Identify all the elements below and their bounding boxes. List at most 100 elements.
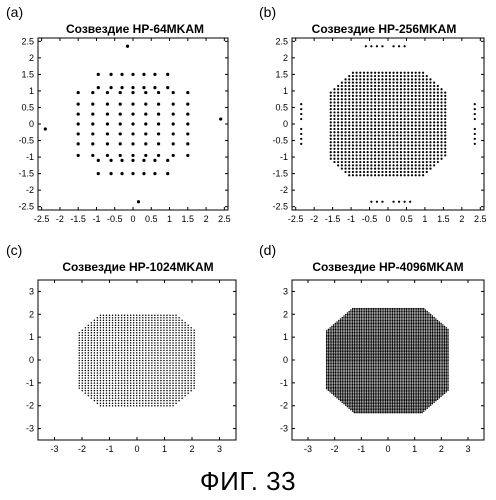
constellation-point [350,331,352,334]
constellation-point [357,370,359,372]
constellation-point [348,81,351,84]
constellation-point [353,405,356,408]
constellation-point [329,341,331,344]
constellation-point [358,393,361,396]
constellation-point [358,312,361,314]
constellation-point [364,411,366,414]
constellation-point [360,325,363,328]
constellation-point [351,355,354,357]
constellation-point [386,331,389,334]
constellation-point [351,408,354,411]
constellation-point [357,379,359,381]
constellation-point [350,352,352,354]
constellation-point [370,358,373,360]
constellation-point [386,356,389,359]
constellation-point [336,395,338,397]
constellation-point [343,392,345,395]
constellation-point [340,167,343,170]
constellation-point [353,382,356,384]
constellation-point [346,373,349,375]
constellation-point [367,395,370,397]
constellation-point [333,160,336,164]
constellation-point [383,343,385,345]
constellation-point [364,347,366,350]
constellation-point [340,151,343,154]
constellation-point [91,142,95,146]
constellation-point [327,370,330,372]
constellation-point [357,374,359,377]
constellation-point [337,154,340,157]
constellation-point [348,343,350,345]
constellation-point [171,132,175,136]
constellation-point [355,334,357,337]
constellation-point [358,362,361,365]
constellation-point [360,398,363,400]
constellation-point [355,374,357,377]
constellation-point [386,396,389,399]
constellation-point [325,349,328,351]
constellation-point [334,395,337,397]
constellation-point [346,367,349,369]
constellation-point [350,376,352,378]
constellation-point [386,350,389,353]
constellation-point [355,396,357,399]
constellation-point [327,340,330,343]
constellation-point [156,102,161,106]
constellation-point [386,347,389,350]
constellation-point [331,361,333,363]
constellation-point [344,396,347,399]
constellation-point [365,339,368,341]
constellation-point [369,393,371,396]
constellation-point [341,374,344,377]
constellation-point [388,330,390,332]
constellation-point [329,386,331,389]
constellation-point [358,350,361,353]
constellation-point [329,331,331,334]
constellation-point [348,405,350,408]
constellation-point [343,368,345,371]
constellation-point [369,368,371,371]
constellation-point [384,362,387,365]
constellation-point [355,358,357,360]
constellation-point [369,316,371,319]
constellation-point [348,391,350,393]
constellation-point [332,367,335,369]
constellation-point [372,407,375,409]
constellation-point [334,349,337,351]
constellation-point [346,321,349,323]
constellation-point [332,356,335,359]
y-tick-label: 0 [29,119,34,129]
constellation-point [376,313,378,316]
constellation-point [353,373,356,375]
constellation-point [353,395,356,397]
constellation-point [131,72,135,76]
constellation-point [337,151,340,154]
constellation-point [376,352,378,354]
constellation-point [334,337,337,340]
constellation-point [334,331,337,334]
constellation-point [384,399,387,402]
constellation-point [381,321,383,323]
constellation-point [365,344,368,347]
constellation-point [374,324,376,326]
constellation-point [374,388,376,390]
constellation-point [351,144,355,147]
constellation-point [367,362,370,365]
constellation-point [333,147,336,150]
constellation-point [362,395,364,397]
constellation-point [338,380,340,383]
constellation-point [379,337,382,340]
constellation-point [351,365,354,368]
constellation-point [384,388,387,390]
constellation-point [372,339,375,341]
constellation-point [357,355,359,357]
constellation-point [360,380,363,383]
constellation-point [332,330,335,332]
constellation-point [376,385,378,387]
constellation-point [362,346,364,348]
constellation-point [374,379,376,381]
constellation-point [343,343,345,345]
constellation-point [348,376,350,378]
x-tick-label: 0.5 [145,214,158,224]
constellation-point [332,333,335,335]
